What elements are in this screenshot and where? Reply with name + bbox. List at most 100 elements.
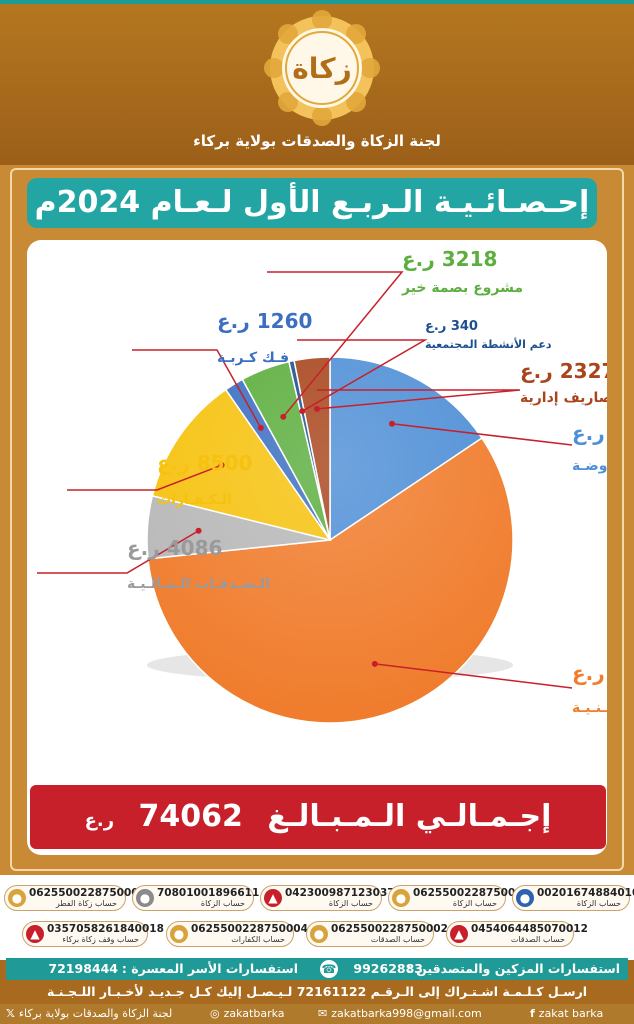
callout-line (316, 389, 521, 410)
callout-dot (371, 660, 378, 667)
slice-name-label: الـكـفـارات (157, 492, 232, 508)
account-card: ▲ 0454064485070012 حساب الصدقات (446, 921, 588, 947)
slice-name-label: فـك كـربـة (217, 350, 289, 366)
slice-name-label: مصاريف إدارية (520, 390, 607, 406)
account-card: ▲ 0357058261840018 حساب وقف زكاة بركاء (22, 921, 164, 947)
facebook-handle: zakat barka (538, 1007, 604, 1020)
account-number: 70801001896611 (157, 887, 260, 899)
bank-icon: ● (516, 889, 534, 907)
account-label: حساب الصدقات (510, 935, 565, 944)
slice-name-label: الـزكـاة المـفـروضـة (572, 458, 607, 474)
callout-line (37, 530, 199, 574)
committee-name: لجنة الزكاة والصدقات بولاية بركاء (193, 132, 441, 150)
donors-inquiries-label: استفسارات المزكين والمتصدقين : (406, 961, 620, 976)
callout-dot (314, 405, 321, 412)
email-address: zakatbarka998@gmail.com (331, 1007, 482, 1020)
account-number: 0357058261840018 (47, 923, 164, 935)
account-number: 0625500228750002 (331, 923, 448, 935)
pie-gloss (147, 357, 513, 723)
callout-dot (257, 424, 264, 431)
callout-dot (299, 408, 306, 415)
callout-line (132, 349, 262, 429)
account-card: ● 0625500228750004 حساب الكفارات (166, 921, 308, 947)
email-contact[interactable]: ✉ zakatbarka998@gmail.com (318, 1007, 482, 1020)
account-number: 0625500228750004 (191, 923, 308, 935)
bank-icon: ● (170, 925, 188, 943)
account-card: ● 0625500228750001 حساب الزكاة (388, 885, 530, 911)
slice-value-label: 3218 ر.ع (402, 247, 497, 271)
callout-dot (389, 420, 396, 427)
account-number: 0625500228750001 (413, 887, 530, 899)
account-label: حساب زكاة الفطر (55, 899, 117, 908)
callout-dot (218, 462, 225, 469)
account-label: حساب الصدقات (370, 935, 425, 944)
total-bar: إجـمـالـي الـمـبـالـغ 74062 ر.ع (30, 785, 606, 849)
account-label: حساب الزكاة (452, 899, 497, 908)
slice-name-label: مشروع بصمة خير (401, 280, 523, 296)
callout-line (267, 271, 404, 418)
account-card: ▲ 0423009871230378 حساب الزكاة (260, 885, 402, 911)
slice-name-label: الـصـدقـات الـمـالـيـة (127, 576, 270, 592)
callout-line (374, 663, 573, 689)
slice-value-label: 2327 ر.ع (520, 359, 607, 383)
contact-bar: استفسارات المزكين والمتصدقين : 99262883 … (6, 958, 628, 980)
email-icon: ✉ (318, 1007, 328, 1020)
account-number: 0020167488401027 (537, 887, 634, 899)
total-currency: ر.ع (84, 810, 115, 831)
logo-text: زكاة (292, 52, 351, 85)
facebook-icon: f (530, 1007, 535, 1020)
slice-name-label: الـصـدقـات الـعـيـنـيـة (572, 700, 607, 716)
slice-value-label: 1260 ر.ع (217, 309, 312, 333)
bank-icon: ● (136, 889, 154, 907)
instagram-handle: zakatbarka (223, 1007, 285, 1020)
instagram-icon: ◎ (210, 1007, 220, 1020)
pie-chart: 11550 ر.ع الـزكـاة المـفـروضـة 42781 ر.ع ال… (37, 247, 607, 724)
donors-phone[interactable]: 99262883 (353, 961, 423, 976)
bank-icon: ● (310, 925, 328, 943)
slice-value-label: 11550 ر.ع (572, 421, 607, 445)
account-number: 0625500228750003 (29, 887, 146, 899)
account-card: ● 0020167488401027 حساب الزكاة (512, 885, 634, 911)
social-bar: 𝕏 لجنة الزكاة والصدقات بولاية بركاء ◎ zaka… (0, 1004, 634, 1024)
bank-icon: ● (8, 889, 26, 907)
account-number: 0423009871230378 (285, 887, 402, 899)
bank-accounts: ● 0625500228750003 حساب زكاة الفطر ● 708… (0, 875, 634, 960)
facebook-account[interactable]: f zakat barka (530, 1007, 603, 1020)
bank-icon: ● (392, 889, 410, 907)
account-label: حساب وقف زكاة بركاء (62, 935, 139, 944)
account-card: ● 70801001896611 حساب الزكاة (132, 885, 259, 911)
phone-icon: ☎ (320, 960, 338, 978)
callout-dot (280, 413, 287, 420)
account-card: ● 0625500228750002 حساب الصدقات (306, 921, 448, 947)
account-number: 0454064485070012 (471, 923, 588, 935)
slice-value-label: 340 ر.ع (425, 319, 478, 334)
account-label: حساب الزكاة (576, 899, 621, 908)
slice-name-label: دعم الأنشطة المجتمعية (425, 337, 552, 351)
x-account[interactable]: 𝕏 لجنة الزكاة والصدقات بولاية بركاء (6, 1007, 172, 1020)
account-label: حساب الزكاة (328, 899, 373, 908)
x-handle: لجنة الزكاة والصدقات بولاية بركاء (18, 1007, 173, 1020)
account-card: ● 0625500228750003 حساب زكاة الفطر (4, 885, 146, 911)
callout-line (67, 464, 222, 491)
callout-dot (195, 527, 202, 534)
slice-value-label: 8500 ر.ع (157, 451, 252, 475)
slice-value-label: 4086 ر.ع (127, 536, 222, 560)
families-phone[interactable]: 72198444 (48, 961, 118, 976)
sms-subscribe-text: ارسـل كـلـمـة اشـتـراك إلى الـرقـم 72161… (46, 984, 588, 999)
total-label: إجـمـالـي الـمـبـالـغ (267, 799, 552, 834)
instagram-account[interactable]: ◎ zakatbarka (210, 1007, 285, 1020)
page-title: إحـصـائـيـة الـربـع الأول لـعـام 2024م (27, 178, 597, 228)
callout-line (297, 339, 428, 412)
slice-value-label: 42781 ر.ع (572, 661, 607, 685)
zakat-logo: زكاة (264, 10, 380, 126)
bank-icon: ▲ (450, 925, 468, 943)
content-frame-border (10, 168, 624, 871)
families-inquiries-label: استفسارات الأسر المعسرة : (121, 961, 298, 976)
x-icon: 𝕏 (6, 1007, 15, 1020)
page-title-text: إحـصـائـيـة الـربـع الأول لـعـام 2024م (34, 185, 590, 220)
chart-card: 11550 ر.ع الـزكـاة المـفـروضـة 42781 ر.ع ال… (27, 240, 607, 855)
account-label: حساب الكفارات (231, 935, 285, 944)
bank-icon: ▲ (26, 925, 44, 943)
bank-icon: ▲ (264, 889, 282, 907)
total-value: 74062 (138, 799, 243, 834)
